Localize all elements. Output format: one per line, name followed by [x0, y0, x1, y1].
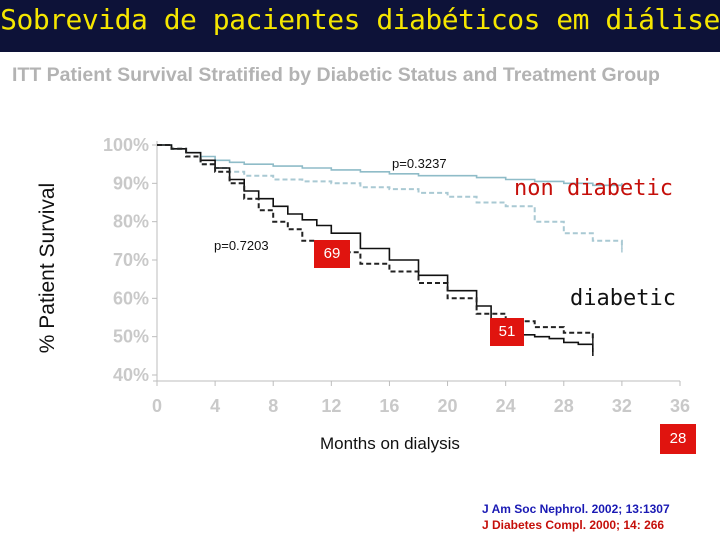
x-tick-label: 20	[438, 396, 458, 416]
chart-title: ITT Patient Survival Stratified by Diabe…	[12, 64, 660, 86]
p-value-lower: p=0.7203	[214, 238, 269, 253]
x-tick-label: 24	[496, 396, 516, 416]
label-non-diabetic: non diabetic	[514, 176, 673, 201]
y-tick-label: 60%	[113, 288, 149, 308]
y-tick-label: 90%	[113, 173, 149, 193]
citation-2: J Diabetes Compl. 2000; 14: 266	[482, 518, 665, 532]
p-value-upper: p=0.3237	[392, 156, 447, 171]
slide-title: Sobrevida de pacientes diabéticos em diá…	[0, 3, 720, 36]
y-tick-label: 50%	[113, 327, 149, 347]
citation-1: J Am Soc Nephrol. 2002; 13:1307	[482, 502, 670, 516]
y-tick-label: 100%	[103, 135, 149, 155]
y-tick-label: 70%	[113, 250, 149, 270]
series-line-2	[157, 144, 594, 352]
badge-51: 51	[490, 318, 524, 346]
y-tick-label: 80%	[113, 212, 149, 232]
x-tick-label: 12	[321, 396, 341, 416]
title-bar: Sobrevida de pacientes diabéticos em diá…	[0, 0, 720, 52]
x-tick-label: 0	[152, 396, 162, 416]
x-tick-label: 36	[670, 396, 690, 416]
x-axis-label: Months on dialysis	[320, 434, 460, 453]
x-tick-label: 28	[554, 396, 574, 416]
series-line-0	[157, 144, 623, 188]
label-diabetic: diabetic	[570, 286, 676, 311]
badge-69: 69	[314, 240, 350, 268]
x-tick-label: 8	[268, 396, 278, 416]
x-tick-label: 32	[612, 396, 632, 416]
badge-28: 28	[660, 424, 696, 454]
x-tick-label: 16	[379, 396, 399, 416]
x-tick-label: 4	[210, 396, 220, 416]
y-tick-label: 40%	[113, 365, 149, 385]
